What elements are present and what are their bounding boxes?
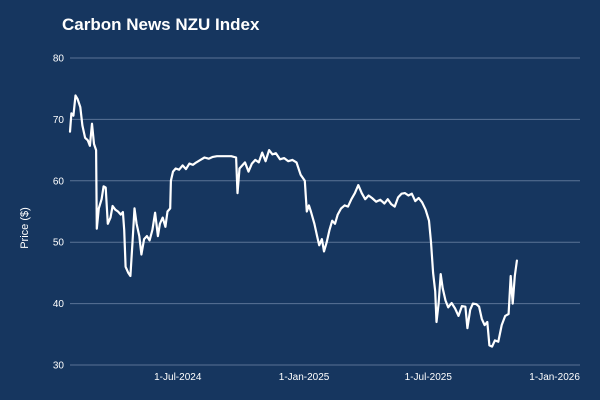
y-tick-label: 30	[53, 361, 65, 372]
y-tick-label: 60	[53, 176, 65, 187]
y-axis-ticks: 30 40 50 60 70 80	[53, 54, 65, 372]
x-tick-label: 1-Jul-2024	[154, 372, 202, 383]
series-layer	[68, 94, 519, 348]
y-tick-label: 40	[53, 299, 65, 310]
x-tick-label: 1-Jul-2025	[405, 372, 453, 383]
y-tick-label: 80	[53, 54, 65, 65]
x-axis-ticks: 1-Jul-2024 1-Jan-2025 1-Jul-2025 1-Jan-2026	[154, 372, 580, 383]
gridlines	[70, 57, 580, 366]
y-axis-label: Price ($)	[19, 207, 31, 249]
chart-title: Carbon News NZU Index	[62, 15, 260, 34]
y-tick-label: 70	[53, 115, 65, 126]
y-tick-label: 50	[53, 238, 65, 249]
series-line-0	[68, 94, 519, 348]
x-tick-label: 1-Jan-2025	[279, 372, 330, 383]
x-tick-label: 1-Jan-2026	[529, 372, 580, 383]
